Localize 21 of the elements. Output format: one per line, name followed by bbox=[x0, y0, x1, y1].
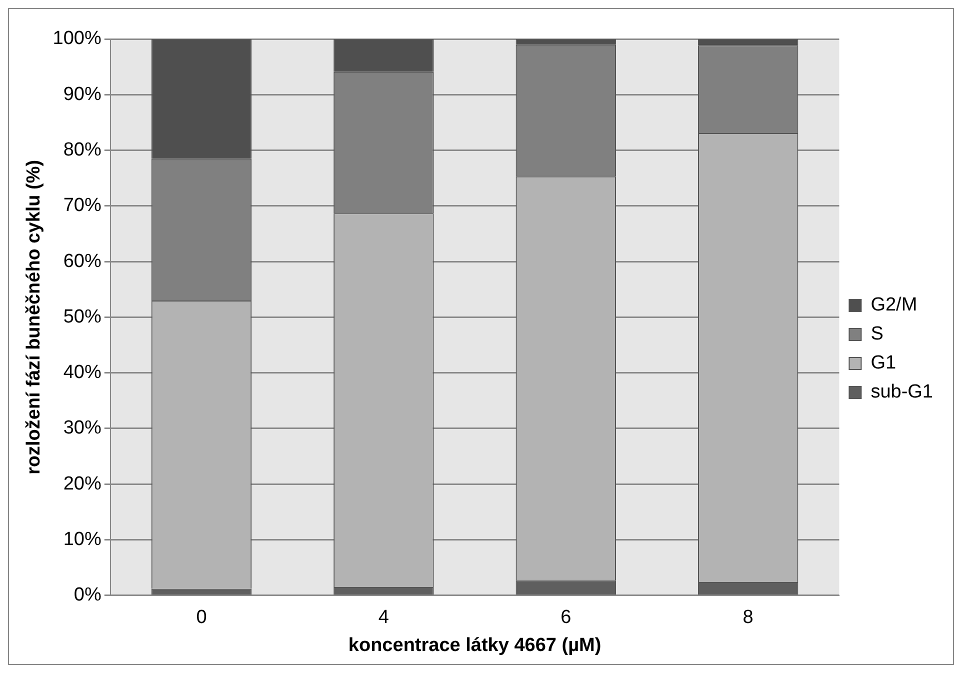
legend-label: G2/M bbox=[870, 294, 918, 316]
y-tick-label: 10% bbox=[63, 528, 102, 550]
y-tick-label: 70% bbox=[63, 195, 102, 216]
y-tick-label: 50% bbox=[63, 306, 102, 328]
y-tick-label: 30% bbox=[63, 418, 102, 439]
y-axis-title: rozložení fází buněčného cyklu (%) bbox=[24, 160, 45, 475]
y-tick-label: 40% bbox=[63, 362, 102, 384]
y-tick-label: 0% bbox=[74, 584, 102, 606]
legend-label: S bbox=[870, 324, 884, 345]
y-tick-label: 20% bbox=[63, 473, 102, 494]
y-tick-label: 90% bbox=[63, 84, 102, 105]
x-tick-label: 4 bbox=[378, 607, 390, 628]
legend-label: G1 bbox=[870, 352, 896, 374]
x-tick-label: 8 bbox=[742, 607, 754, 628]
y-tick-label: 100% bbox=[52, 28, 102, 50]
x-axis-title: koncentrace látky 4667 (µM) bbox=[348, 634, 602, 656]
y-tick-label: 60% bbox=[63, 250, 102, 272]
x-tick-label: 6 bbox=[560, 607, 572, 628]
x-tick-label: 0 bbox=[196, 607, 207, 628]
legend-label: sub-G1 bbox=[870, 382, 934, 403]
y-tick-label: 80% bbox=[63, 140, 102, 161]
